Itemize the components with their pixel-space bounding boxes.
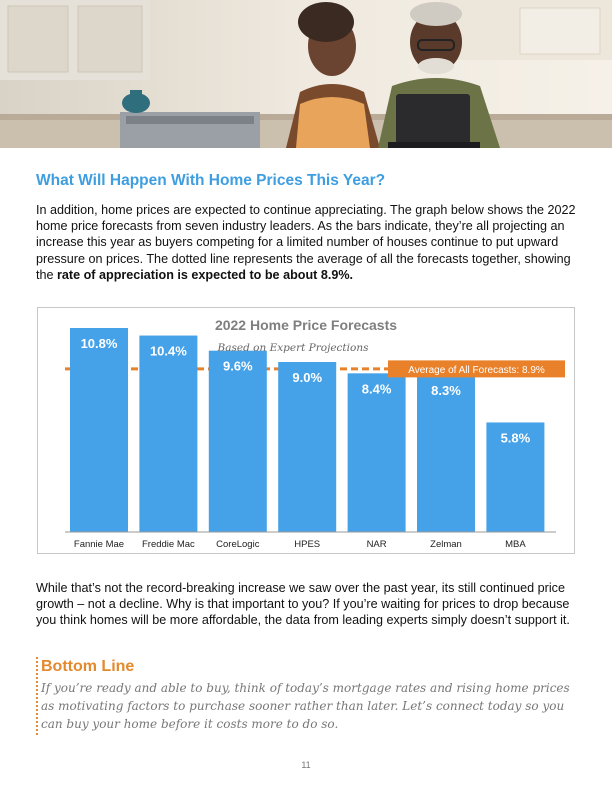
hero-photo <box>0 0 612 148</box>
intro-bold-text: rate of appreciation is expected to be a… <box>57 267 354 282</box>
bar-value-label-2: 9.6% <box>223 359 253 374</box>
category-label-0: Fannie Mae <box>74 539 124 550</box>
bar-6 <box>486 422 545 532</box>
body-paragraph: While that’s not the record-breaking inc… <box>36 581 570 628</box>
chart-title: 2022 Home Price Forecasts <box>215 317 397 333</box>
bar-value-label-1: 10.4% <box>150 344 187 359</box>
bar-4 <box>347 373 406 532</box>
bottom-line-text: If you’re ready and able to buy, think o… <box>41 681 570 731</box>
bottom-line-title: Bottom Line <box>41 658 135 675</box>
chart-svg: 10.8% Fannie Mae 10.4% Freddie Mac 9.6% CoreL… <box>65 317 565 550</box>
category-label-5: Zelman <box>430 539 462 550</box>
bar-value-label-0: 10.8% <box>81 336 118 351</box>
intro-text: In addition, home prices are expected to… <box>36 203 576 282</box>
bar-value-label-3: 9.0% <box>292 370 322 385</box>
bar-value-label-6: 5.8% <box>501 430 531 445</box>
bottom-line-callout: Bottom Line If you’re ready and able to … <box>36 657 581 735</box>
category-label-2: CoreLogic <box>216 539 260 550</box>
intro-paragraph: In addition, home prices are expected to… <box>36 202 576 283</box>
chart-subtitle: Based on Expert Projections <box>217 342 370 354</box>
bar-5 <box>417 375 475 532</box>
category-label-3: HPES <box>294 539 320 550</box>
home-price-forecast-chart: 10.8% Fannie Mae 10.4% Freddie Mac 9.6% CoreL… <box>37 307 575 554</box>
bar-2 <box>208 350 267 532</box>
average-label: Average of All Forecasts: 8.9% <box>408 365 545 376</box>
bar-value-label-5: 8.3% <box>431 383 461 398</box>
page-number: 11 <box>301 760 311 770</box>
category-label-6: MBA <box>505 539 526 550</box>
category-label-4: NAR <box>367 539 387 550</box>
bar-0 <box>70 328 128 532</box>
bar-3 <box>278 362 337 532</box>
section-title: What Will Happen With Home Prices This Y… <box>36 172 386 189</box>
average-label-box <box>388 360 565 378</box>
bar-1 <box>139 335 198 532</box>
bar-value-label-4: 8.4% <box>362 381 392 396</box>
category-label-1: Freddie Mac <box>142 539 195 550</box>
